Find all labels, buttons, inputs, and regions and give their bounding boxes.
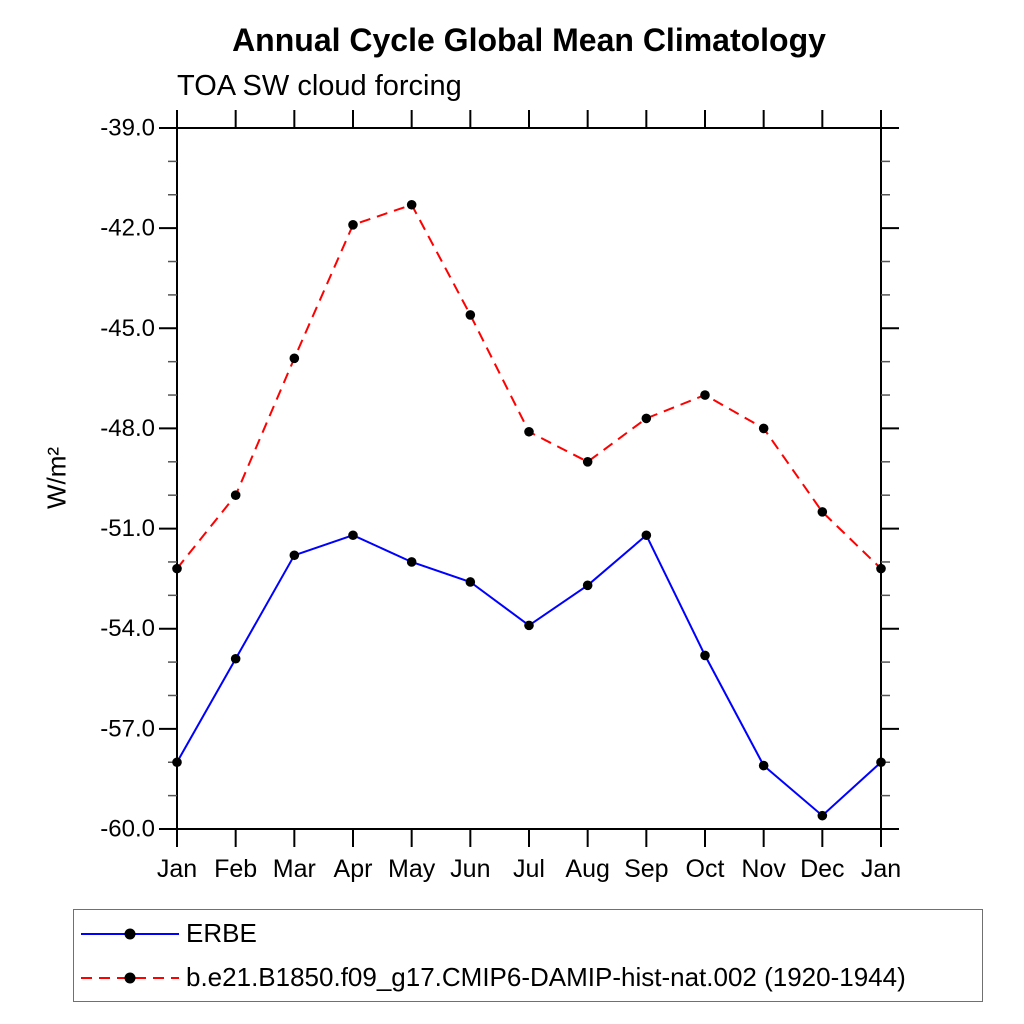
series-1-marker: [700, 390, 710, 400]
x-tick-label: Nov: [741, 855, 786, 883]
series-0-marker: [582, 580, 593, 591]
legend-sample-solid-line: [81, 928, 179, 939]
x-tick-label: Apr: [334, 855, 373, 883]
x-tick-label: Oct: [686, 855, 725, 883]
series-0-marker: [700, 650, 710, 661]
legend-label-model: b.e21.B1850.f09_g17.CMIP6-DAMIP-hist-nat…: [186, 962, 906, 992]
legend-marker-dot: [124, 928, 136, 939]
x-tick-label: Feb: [214, 855, 257, 883]
series-0-marker: [641, 530, 652, 541]
y-tick-label: -48.0: [100, 415, 155, 442]
plot-frame: [176, 127, 882, 830]
series-0-marker: [876, 757, 886, 768]
y-tick-label: -45.0: [100, 315, 155, 342]
series-1-marker: [348, 220, 358, 230]
x-tick-label: Jan: [861, 855, 901, 883]
series-0-marker: [817, 810, 828, 821]
legend-marker-dot: [124, 972, 136, 983]
series-line-1: [176, 203, 882, 570]
y-tick-label: -57.0: [100, 715, 155, 742]
chart-subtitle: TOA SW cloud forcing: [177, 70, 462, 102]
series-0-marker: [230, 653, 241, 664]
series-line-0: [176, 533, 882, 817]
x-tick-label: Jun: [450, 855, 490, 883]
series-0-marker: [172, 757, 182, 768]
series-1-marker: [817, 507, 828, 517]
series-1-marker: [406, 199, 417, 210]
legend-box: ERBE b.e21.B1850.f09_g17.CMIP6-DAMIP-his…: [73, 909, 983, 1002]
series-1-marker: [524, 426, 534, 437]
x-tick-label: Sep: [624, 855, 668, 883]
series-1-marker: [172, 563, 182, 574]
series-0-marker: [348, 530, 358, 541]
y-tick-label: -42.0: [100, 215, 155, 242]
x-tick-label: Aug: [565, 855, 609, 883]
x-tick-label: May: [388, 855, 436, 883]
x-tick-label: Mar: [273, 855, 316, 883]
series-1-marker: [230, 490, 241, 500]
y-tick-label: -51.0: [100, 515, 155, 542]
series-0-marker: [289, 550, 300, 561]
legend-label-erbe: ERBE: [186, 918, 257, 948]
x-tick-label: Jan: [157, 855, 197, 883]
y-tick-label: -39.0: [100, 115, 155, 142]
series-0-marker: [465, 577, 476, 587]
chart-title: Annual Cycle Global Mean Climatology: [232, 22, 826, 58]
series-1-marker: [758, 423, 769, 434]
y-tick-label: -54.0: [100, 615, 155, 642]
series-1-marker: [582, 457, 593, 467]
legend-entry-erbe: ERBE: [80, 912, 982, 956]
series-1-marker: [465, 310, 476, 320]
series-0-marker: [406, 557, 417, 567]
series-1-marker: [876, 563, 886, 574]
series-0-marker: [758, 760, 769, 771]
x-tick-label: Dec: [800, 855, 844, 883]
legend-sample-dashed-line: [81, 972, 179, 983]
legend-entry-model: b.e21.B1850.f09_g17.CMIP6-DAMIP-hist-nat…: [80, 956, 982, 1000]
y-tick-label: -60.0: [100, 816, 155, 843]
series-1-marker: [641, 413, 652, 424]
series-0-marker: [524, 620, 534, 631]
x-tick-label: Jul: [513, 855, 545, 883]
series-1-marker: [289, 353, 300, 364]
